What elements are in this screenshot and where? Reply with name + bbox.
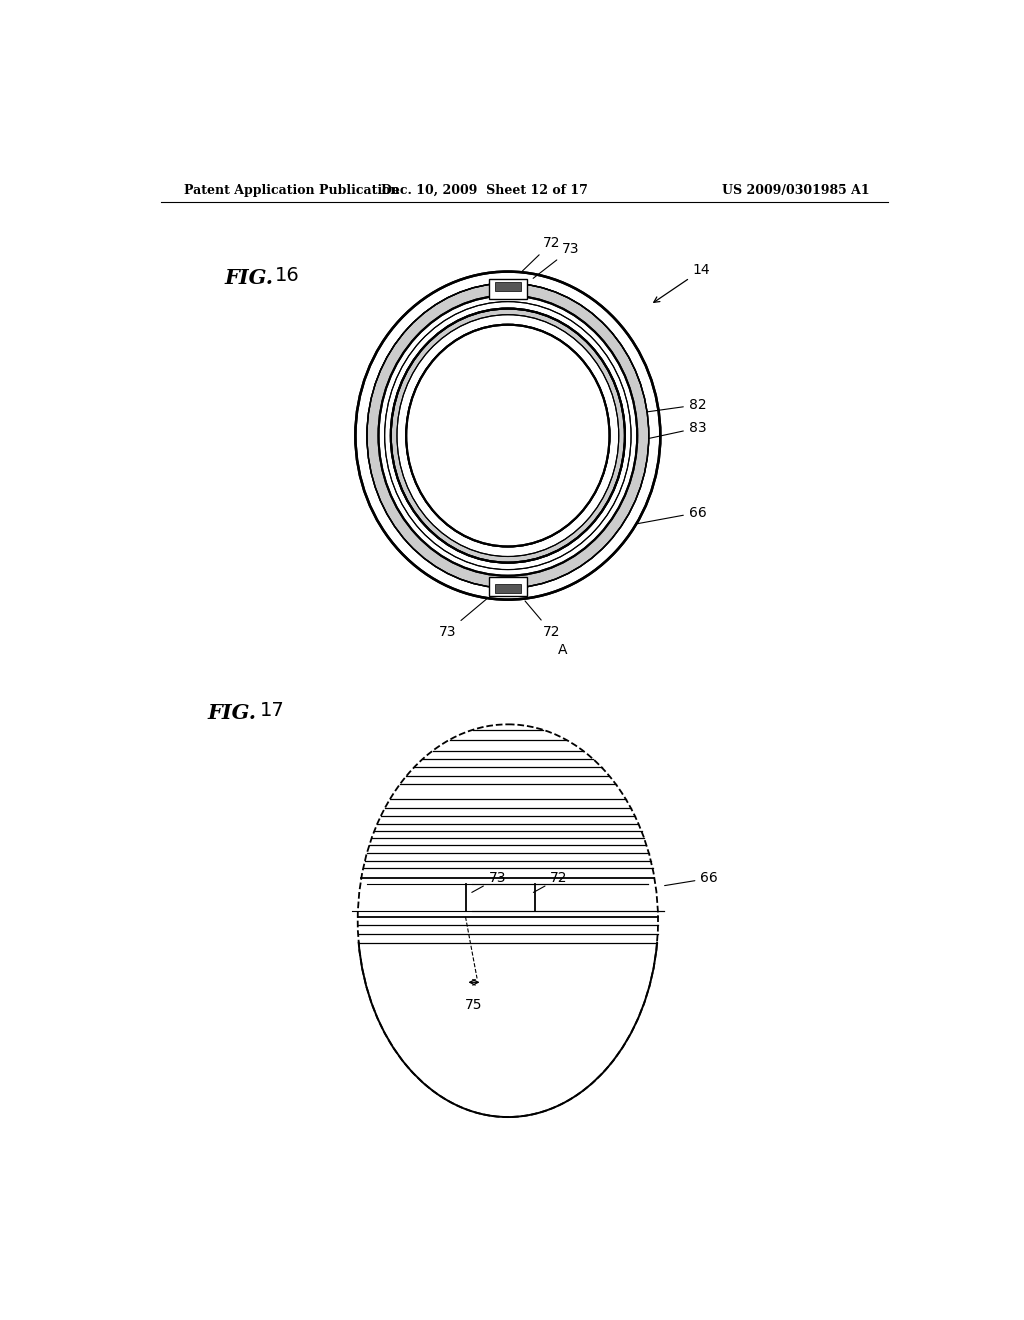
Text: FIG.: FIG. (224, 268, 273, 288)
Text: 16: 16 (275, 265, 300, 285)
Text: 83: 83 (647, 421, 707, 438)
Text: FIG.: FIG. (208, 702, 257, 723)
Text: 82: 82 (645, 397, 707, 412)
Ellipse shape (391, 309, 625, 562)
Text: 73: 73 (438, 599, 486, 639)
Text: Patent Application Publication: Patent Application Publication (184, 185, 400, 197)
Text: 66: 66 (665, 871, 718, 886)
Text: US 2009/0301985 A1: US 2009/0301985 A1 (722, 185, 869, 197)
Text: 72: 72 (534, 871, 567, 892)
Text: 73: 73 (472, 871, 506, 892)
Text: 73: 73 (534, 243, 580, 279)
Text: 72: 72 (521, 236, 560, 272)
Ellipse shape (407, 325, 609, 546)
Bar (495, 281, 521, 290)
Bar (488, 577, 527, 595)
Ellipse shape (379, 296, 637, 576)
Bar (495, 585, 521, 594)
Text: 14: 14 (653, 263, 711, 302)
Ellipse shape (397, 314, 618, 557)
Text: 72: 72 (525, 601, 560, 639)
Text: A: A (558, 643, 567, 656)
Bar (488, 280, 527, 298)
Text: 17: 17 (260, 701, 285, 719)
Ellipse shape (367, 284, 649, 589)
Text: Dec. 10, 2009  Sheet 12 of 17: Dec. 10, 2009 Sheet 12 of 17 (381, 185, 588, 197)
Text: 75: 75 (465, 998, 482, 1011)
Text: 66: 66 (638, 506, 707, 524)
